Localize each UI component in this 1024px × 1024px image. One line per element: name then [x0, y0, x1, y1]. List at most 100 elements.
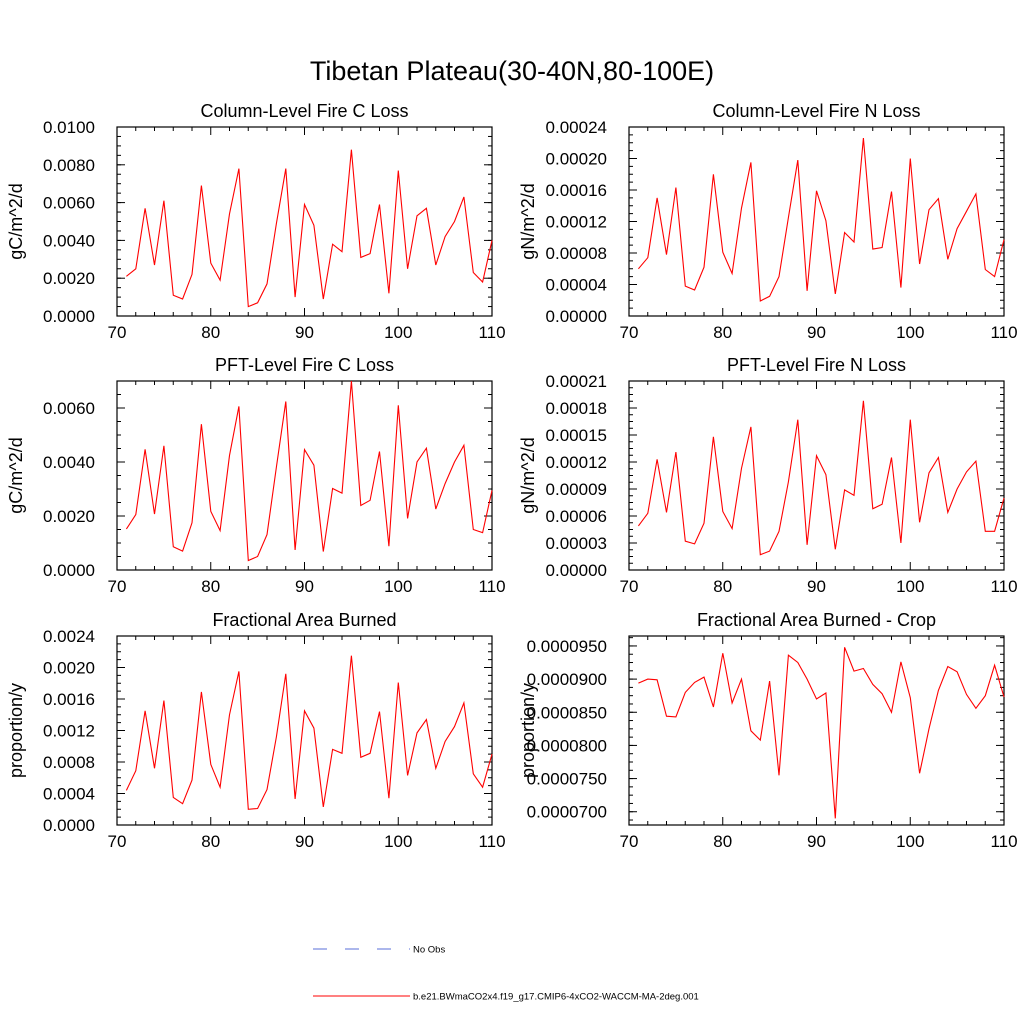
legend-label: b.e21.BWmaCO2x4.f19_g17.CMIP6-4xCO2-WACC… [413, 992, 699, 1003]
x-tick-label: 90 [807, 832, 826, 851]
y-tick-label: 0.0000950 [527, 637, 607, 656]
plot-frame [628, 635, 1005, 826]
y-axis-label: gN/m^2/d [518, 183, 538, 259]
y-tick-label: 0.00021 [546, 372, 607, 391]
plot-frame [628, 126, 1005, 317]
series-line [125, 380, 493, 562]
y-tick-label: 0.00000 [546, 307, 607, 326]
y-tick-label: 0.0004 [43, 785, 95, 804]
x-tick-label: 80 [713, 577, 732, 596]
series-line [637, 137, 1005, 302]
panel-1: Column-Level Fire C Loss gC/m^2/d 70 80 90 10… [6, 101, 506, 342]
y-tick-label: 0.0020 [43, 507, 95, 526]
x-tick-label: 110 [478, 323, 505, 342]
x-tick-label: 100 [384, 577, 412, 596]
y-tick-label: 0.0000850 [527, 703, 607, 722]
x-tick-label: 70 [108, 577, 127, 596]
panel-title: Fractional Area Burned - Crop [697, 610, 936, 630]
x-tick-label: 70 [108, 323, 127, 342]
y-tick-label: 0.00016 [546, 181, 607, 200]
x-tick-label: 90 [807, 577, 826, 596]
x-tick-label: 100 [896, 577, 924, 596]
y-tick-label: 0.0020 [43, 269, 95, 288]
y-tick-label: 0.0100 [43, 118, 95, 137]
x-tick-label: 70 [108, 832, 127, 851]
y-tick-label: 0.0020 [43, 659, 95, 678]
x-tick-label: 110 [478, 577, 505, 596]
panel-2: Column-Level Fire N Loss gN/m^2/d 70 80 90 10… [518, 101, 1018, 342]
x-tick-label: 80 [201, 832, 220, 851]
y-tick-label: 0.0000750 [527, 770, 607, 789]
legend: No Obs b.e21.BWmaCO2x4.f19_g17.CMIP6-4xCO… [313, 945, 699, 1003]
x-tick-label: 70 [620, 323, 639, 342]
panels: Column-Level Fire C Loss gC/m^2/d 70 80 90 10… [6, 101, 1018, 851]
panel-5: Fractional Area Burned proportion/y 70 80 90… [6, 610, 506, 851]
x-tick-label: 100 [384, 832, 412, 851]
plot-frame [116, 126, 493, 317]
y-tick-label: 0.0016 [43, 690, 95, 709]
x-tick-label: 90 [295, 832, 314, 851]
y-tick-label: 0.00020 [546, 150, 607, 169]
y-tick-label: 0.0060 [43, 399, 95, 418]
panel-title: PFT-Level Fire N Loss [727, 355, 906, 375]
x-tick-label: 110 [990, 832, 1017, 851]
x-tick-label: 100 [896, 832, 924, 851]
y-tick-label: 0.0012 [43, 722, 95, 741]
legend-label: No Obs [413, 945, 445, 956]
y-tick-label: 0.0000700 [527, 803, 607, 822]
legend-item: b.e21.BWmaCO2x4.f19_g17.CMIP6-4xCO2-WACC… [313, 992, 699, 1003]
y-axis-label: gN/m^2/d [518, 437, 538, 513]
panel-3: PFT-Level Fire C Loss gC/m^2/d 70 80 90 100 11… [6, 355, 506, 596]
panel-title: Fractional Area Burned [212, 610, 396, 630]
x-tick-label: 110 [990, 323, 1017, 342]
y-tick-label: 0.0000900 [527, 670, 607, 689]
y-tick-label: 0.0000 [43, 816, 95, 835]
legend-item: No Obs [313, 945, 445, 956]
y-tick-label: 0.00004 [546, 276, 607, 295]
x-tick-label: 80 [201, 577, 220, 596]
series-line [125, 655, 493, 810]
series-line [638, 647, 1005, 819]
y-tick-label: 0.00003 [546, 534, 607, 553]
series-line [637, 400, 1005, 556]
y-tick-label: 0.00012 [546, 213, 607, 232]
y-tick-label: 0.0040 [43, 453, 95, 472]
x-tick-label: 90 [295, 323, 314, 342]
y-tick-label: 0.00015 [546, 426, 607, 445]
y-tick-label: 0.00009 [546, 480, 607, 499]
y-tick-label: 0.00006 [546, 507, 607, 526]
x-tick-label: 90 [807, 323, 826, 342]
y-tick-label: 0.0000 [43, 561, 95, 580]
x-tick-label: 80 [201, 323, 220, 342]
y-axis-label: proportion/y [518, 683, 538, 778]
x-tick-label: 90 [295, 577, 314, 596]
y-tick-label: 0.0060 [43, 194, 95, 213]
x-tick-label: 110 [990, 577, 1017, 596]
y-tick-label: 0.0000800 [527, 736, 607, 755]
x-tick-label: 100 [384, 323, 412, 342]
panel-title: Column-Level Fire N Loss [712, 101, 920, 121]
y-axis-label: gC/m^2/d [6, 437, 26, 513]
y-tick-label: 0.0008 [43, 753, 95, 772]
y-tick-label: 0.00000 [546, 561, 607, 580]
figure-title: Tibetan Plateau(30-40N,80-100E) [310, 56, 714, 86]
x-tick-label: 100 [896, 323, 924, 342]
y-tick-label: 0.0080 [43, 156, 95, 175]
x-tick-label: 70 [620, 832, 639, 851]
y-axis-label: gC/m^2/d [6, 183, 26, 259]
panel-6: Fractional Area Burned - Crop proportion/… [518, 610, 1018, 851]
y-tick-label: 0.00008 [546, 244, 607, 263]
x-tick-label: 80 [713, 832, 732, 851]
y-tick-label: 0.00024 [546, 118, 607, 137]
y-tick-label: 0.00012 [546, 453, 607, 472]
y-tick-label: 0.0040 [43, 231, 95, 250]
series-line [126, 149, 493, 308]
x-tick-label: 80 [713, 323, 732, 342]
y-tick-label: 0.00018 [546, 399, 607, 418]
y-tick-label: 0.0000 [43, 307, 95, 326]
y-tick-label: 0.0024 [43, 627, 95, 646]
y-axis-label: proportion/y [6, 683, 26, 778]
panel-title: PFT-Level Fire C Loss [215, 355, 394, 375]
panel-4: PFT-Level Fire N Loss gN/m^2/d 70 80 90 100 11… [518, 355, 1018, 596]
